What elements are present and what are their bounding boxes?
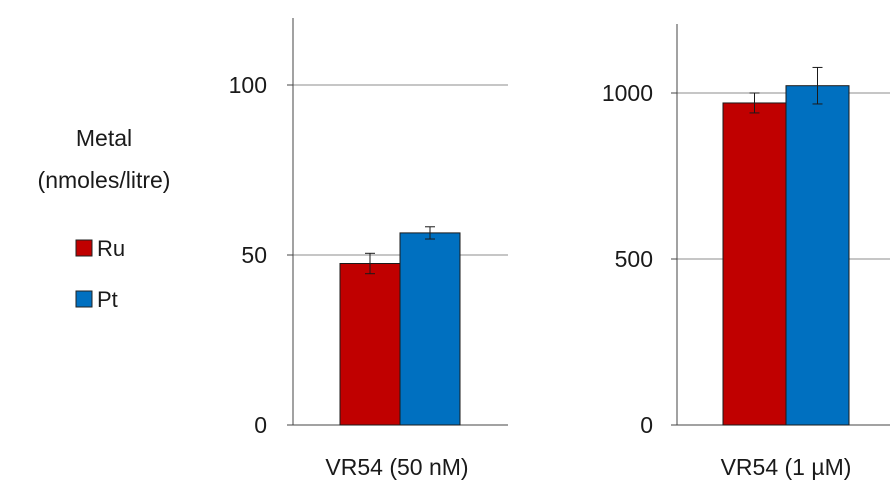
bar-ru: [722, 102, 787, 426]
legend-swatch-ru: [75, 239, 93, 257]
y-tick-label: 0: [640, 412, 653, 438]
y-tick-label: 50: [241, 242, 267, 268]
x-category-label: VR54 (1 µM): [721, 454, 852, 480]
legend-label-ru: Ru: [97, 236, 125, 261]
legend-title-line1: Metal: [76, 125, 132, 151]
x-category-label: VR54 (50 nM): [325, 454, 468, 480]
y-tick-label: 1000: [602, 80, 653, 106]
legend-label-pt: Pt: [97, 287, 118, 312]
bar-ru: [339, 263, 401, 426]
y-tick-label: 500: [615, 246, 653, 272]
bar-pt: [399, 232, 461, 426]
legend: Metal (nmoles/litre) Ru Pt: [38, 125, 171, 312]
legend-title-line2: (nmoles/litre): [38, 167, 171, 193]
chart-panel-2: 0 500 1000 VR54 (1 µM): [602, 24, 890, 480]
chart-panel-1: 0 50 100 VR54 (50 nM): [229, 18, 508, 480]
legend-swatch-pt: [75, 290, 93, 308]
y-tick-label: 0: [254, 412, 267, 438]
bar-pt: [785, 85, 850, 426]
y-tick-label: 100: [229, 72, 267, 98]
